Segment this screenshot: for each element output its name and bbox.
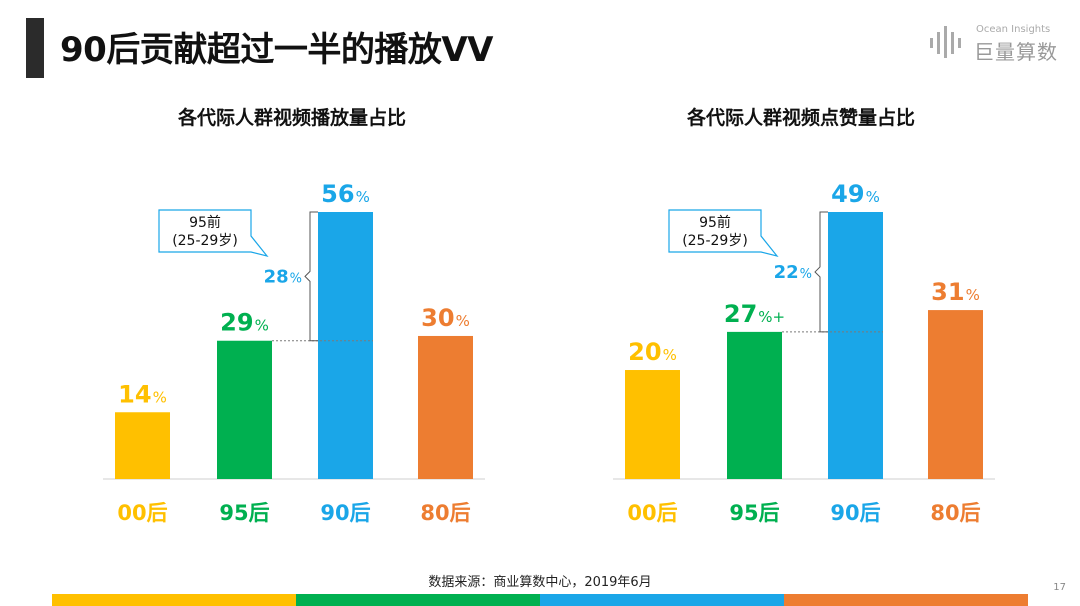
chart-2-callout-box: [668, 209, 779, 258]
chart-1-category-label-1: 00后: [117, 501, 167, 525]
chart-1-bracket: [304, 211, 318, 342]
chart-2-bracket-value-label: 22%: [774, 262, 812, 283]
chart-1-callout-line1: 95前: [189, 214, 221, 231]
chart-2-value-label-4: 31%: [931, 278, 980, 306]
chart-1-category-label-4: 80后: [420, 501, 470, 525]
color-stripe: [52, 594, 1028, 606]
chart-1-value-label-1: 14%: [118, 380, 167, 408]
chart-1-value-label-2: 29%: [220, 309, 269, 337]
chart-2-category-label-4: 80后: [930, 501, 980, 525]
chart-2-bar-4: [928, 310, 983, 479]
chart-1-bar-2: [217, 340, 272, 479]
chart-1-title: 各代际人群视频播放量占比: [177, 106, 406, 129]
chart-1-category-label-3: 90后: [320, 501, 370, 525]
chart-1-bracket-value-label: 28%: [264, 266, 302, 287]
chart-2-value-label-3: 49%: [831, 180, 880, 208]
chart-2-bar-1: [625, 370, 680, 479]
logo-mark-icon: [930, 26, 961, 58]
chart-1-value-label-4: 30%: [421, 304, 470, 332]
chart-1-bar-3: [318, 212, 373, 479]
chart-2-bracket: [814, 211, 828, 333]
logo-chinese-text: 巨量算数: [974, 40, 1058, 64]
stripe-green: [296, 594, 540, 606]
chart-2-bar-2: [727, 331, 782, 479]
stripe-orange: [784, 594, 1028, 606]
stripe-blue: [540, 594, 784, 606]
chart-2-bar-3: [828, 212, 883, 479]
chart-2-category-label-1: 00后: [627, 501, 677, 525]
data-source-note: 数据来源：商业算数中心，2019年6月: [428, 575, 652, 590]
chart-2-title: 各代际人群视频点赞量占比: [686, 106, 915, 129]
stripe-yellow: [52, 594, 296, 606]
chart-2-callout-line1: 95前: [699, 214, 731, 231]
chart-2-callout-line2: (25-29岁): [682, 233, 748, 249]
chart-1-category-label-2: 95后: [219, 501, 269, 525]
page-number: 17: [1053, 582, 1066, 593]
brand-logo: Ocean Insights 巨量算数: [928, 22, 1068, 66]
chart-2-value-label-2: 27%+: [724, 300, 785, 328]
chart-2-value-label-1: 20%: [628, 338, 677, 366]
title-accent-bar: [26, 18, 44, 78]
chart-1-bar-4: [418, 335, 473, 479]
chart-1-callout-line2: (25-29岁): [172, 233, 238, 249]
page-title: 90后贡献超过一半的播放VV: [60, 30, 493, 70]
chart-1-callout-box: [158, 209, 269, 258]
chart-1-value-label-3: 56%: [321, 180, 370, 208]
chart-2-category-label-3: 90后: [830, 501, 880, 525]
chart-2-category-label-2: 95后: [729, 501, 779, 525]
chart-1-bar-1: [115, 412, 170, 479]
logo-english-text: Ocean Insights: [976, 24, 1051, 35]
charts-canvas: 各代际人群视频播放量占比 14% 00后 29% 95后 56% 90后 30% 80后 28% 9…: [103, 106, 995, 525]
